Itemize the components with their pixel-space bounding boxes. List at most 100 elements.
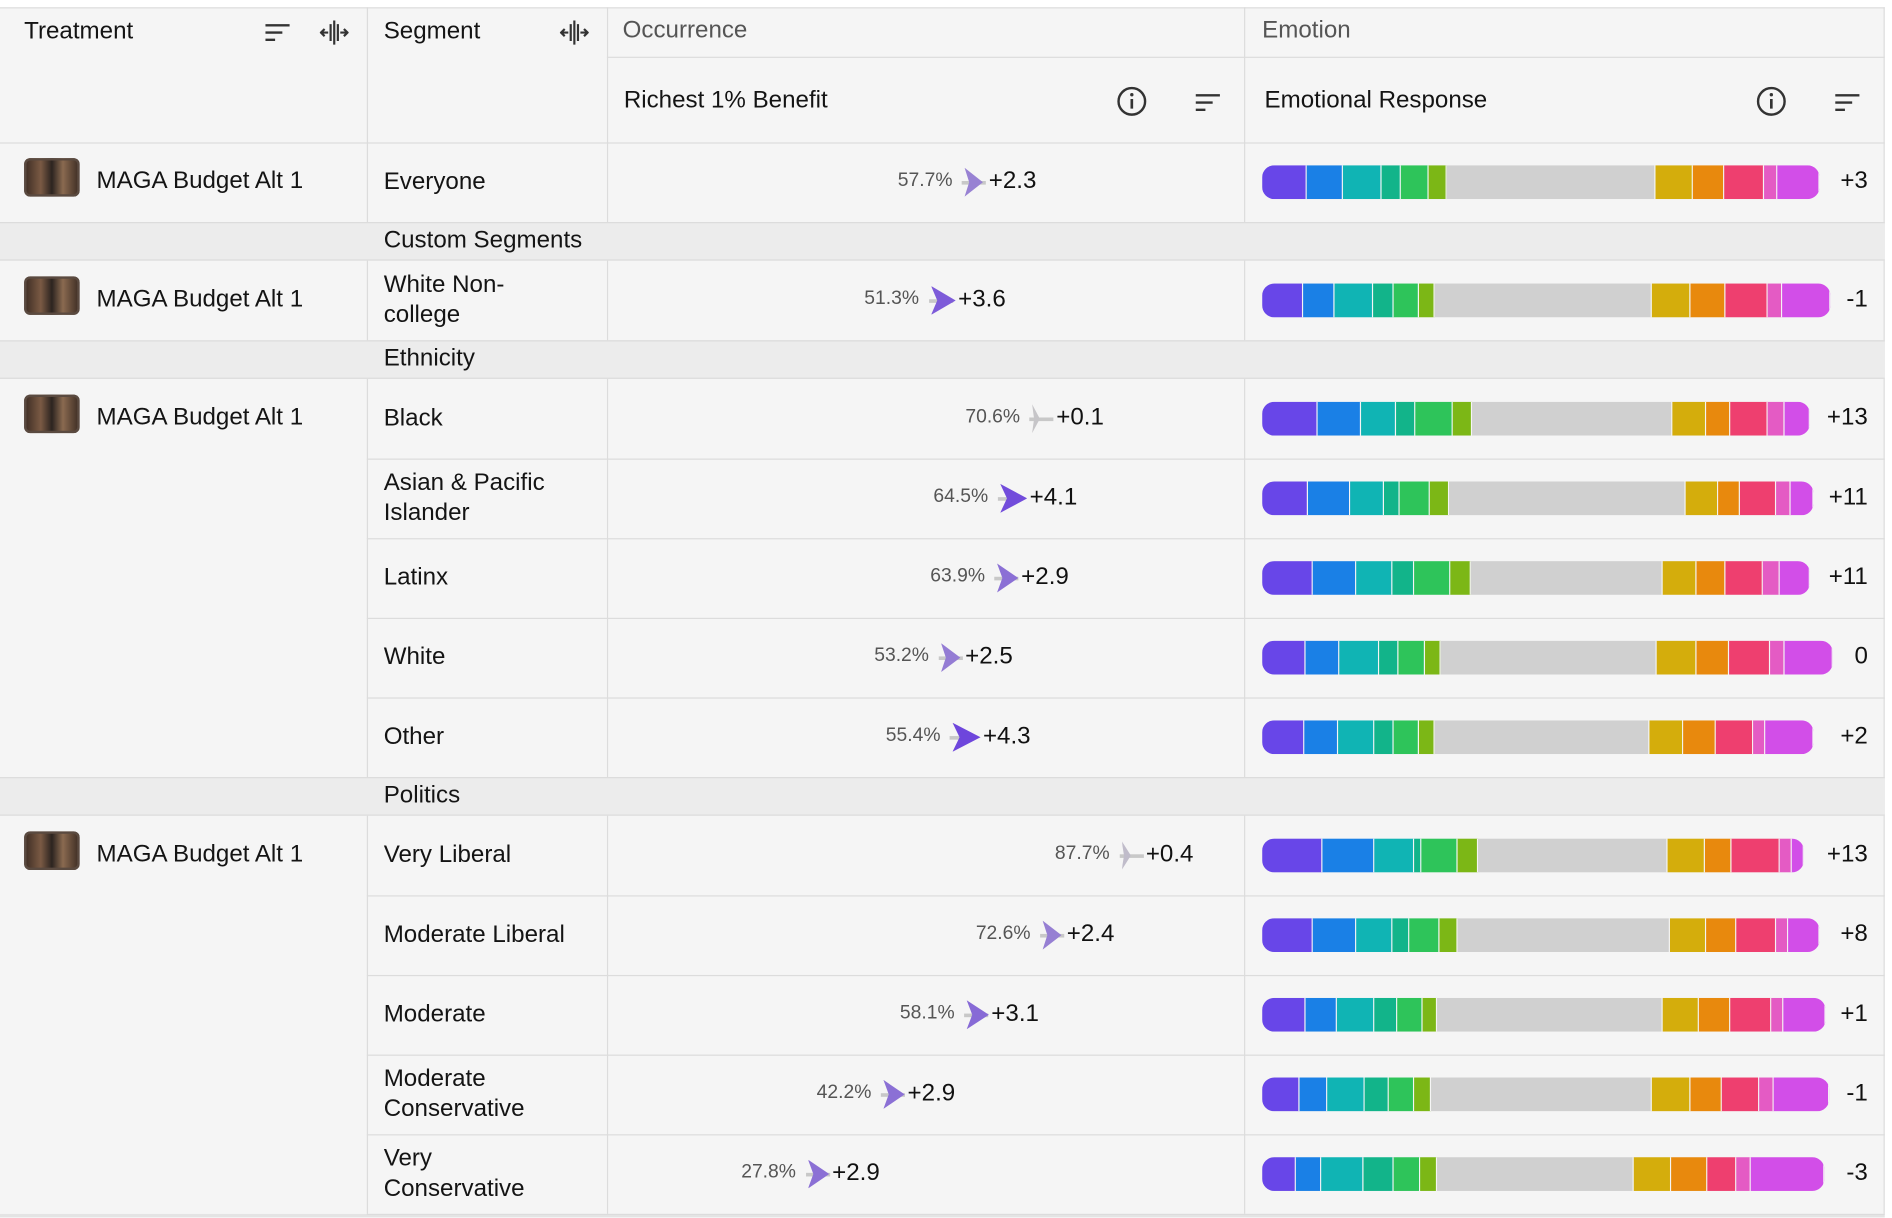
thumbnail: [24, 831, 80, 870]
emotion-segment: [1262, 401, 1318, 436]
emotion-segment: [1327, 1077, 1365, 1112]
emotion-score: +11: [1828, 483, 1868, 511]
segment-name: Other: [383, 723, 445, 750]
emotion-bar: [1262, 1077, 1830, 1112]
emotion-segment: [1450, 561, 1471, 595]
emotion-segment: [1306, 165, 1343, 200]
emotion-segment: [1790, 481, 1814, 516]
group-divider: [606, 56, 1885, 58]
emotion-segment: [1452, 401, 1473, 436]
emotion-segment: [1739, 481, 1777, 516]
row-border: [366, 1054, 1885, 1056]
emotion-segment: [1364, 1077, 1389, 1112]
delta-label: +2.9: [907, 1079, 956, 1107]
row-border: [366, 895, 1885, 897]
emotion-segment: [1361, 401, 1397, 436]
emotion-segment: [1434, 283, 1652, 318]
emotion-segment: [1262, 838, 1323, 873]
emotion-segment: [1736, 918, 1777, 953]
emotion-segment: [1651, 1077, 1691, 1112]
emotion-segment: [1262, 165, 1307, 200]
row-border: [366, 458, 1885, 460]
emotion-segment: [1415, 401, 1453, 436]
occurrence-label: 87.7%: [1054, 843, 1110, 864]
emotion-segment: [1322, 838, 1375, 873]
emotion-segment: [1338, 720, 1375, 755]
emotion-segment: [1392, 561, 1415, 595]
emotion-segment: [1730, 401, 1768, 436]
resize-icon[interactable]: [559, 19, 589, 46]
emotion-segment: [1418, 720, 1435, 755]
emotion-segment: [1350, 481, 1385, 516]
emotion-segment: [1667, 838, 1705, 873]
emotion-segment: [1472, 401, 1673, 436]
row-border: [366, 1134, 1885, 1136]
emotion-segment: [1683, 720, 1716, 755]
resize-icon[interactable]: [319, 19, 349, 46]
column-line: [1244, 7, 1246, 1214]
column-line: [1883, 7, 1885, 1214]
treatment-name: MAGA Budget Alt 1: [96, 285, 304, 313]
emotion-segment: [1262, 1077, 1300, 1112]
emotion-segment: [1420, 1157, 1438, 1191]
emotion-segment: [1399, 481, 1430, 516]
emotion-segment: [1425, 640, 1441, 675]
emotion-segment: [1649, 720, 1684, 755]
emotion-segment: [1731, 838, 1780, 873]
emotion-segment: [1262, 720, 1305, 755]
occurrence-label: 70.6%: [965, 406, 1021, 428]
delta-label: +2.5: [965, 643, 1013, 670]
emotion-segment: [1431, 1077, 1652, 1112]
sort-icon[interactable]: [1834, 92, 1861, 114]
emotion-segment: [1334, 283, 1374, 318]
emotion-segment: [1750, 1157, 1825, 1191]
emotion-segment: [1373, 283, 1394, 318]
occurrence-label: 58.1%: [899, 1002, 955, 1024]
delta-label: +0.1: [1056, 404, 1104, 431]
emotion-segment: [1753, 720, 1766, 755]
emotion-segment: [1262, 997, 1306, 1032]
emotion-segment: [1305, 997, 1337, 1032]
emotion-segment: [1342, 165, 1382, 200]
emotion-segment: [1779, 561, 1810, 595]
occurrence-label: 63.9%: [930, 565, 986, 587]
emotion-segment: [1770, 640, 1785, 675]
emotion-segment: [1384, 481, 1400, 516]
occurrence-stem: [1119, 853, 1144, 858]
emotion-segment: [1771, 997, 1784, 1032]
emotion-segment: [1449, 481, 1686, 516]
emotion-bar: [1262, 561, 1810, 595]
occurrence-label: 51.3%: [864, 288, 920, 309]
emotion-segment: [1457, 838, 1479, 873]
emotion-score: +13: [1826, 841, 1868, 868]
info-icon[interactable]: [1116, 86, 1147, 117]
emotion-segment: [1393, 1157, 1421, 1191]
segment-name: Latinx: [383, 564, 449, 591]
emotion-segment: [1397, 997, 1423, 1032]
emotion-segment: [1374, 997, 1398, 1032]
emotion-bar: [1262, 997, 1826, 1032]
emotion-segment: [1388, 1077, 1415, 1112]
emotion-segment: [1305, 640, 1340, 675]
emotion-segment: [1730, 997, 1772, 1032]
emotion-segment: [1428, 165, 1447, 200]
sort-icon[interactable]: [264, 22, 291, 44]
emotion-score: -1: [1846, 1079, 1868, 1107]
emotion-bar: [1262, 401, 1810, 436]
thumbnail: [24, 276, 80, 315]
emotion-segment: [1721, 1077, 1760, 1112]
emotion-segment: [1762, 561, 1780, 595]
info-icon[interactable]: [1756, 86, 1787, 117]
emotion-bar: [1262, 918, 1820, 953]
emotion-segment: [1446, 165, 1656, 200]
emotion-score: +3: [1840, 167, 1868, 195]
group-row: [0, 222, 1885, 261]
emotion-segment: [1725, 561, 1763, 595]
group-row: [0, 340, 1885, 379]
emotion-segment: [1262, 283, 1304, 318]
sort-icon[interactable]: [1195, 92, 1222, 114]
emotion-segment: [1414, 1077, 1432, 1112]
group-label: Politics: [383, 781, 461, 809]
emotion-segment: [1336, 997, 1375, 1032]
